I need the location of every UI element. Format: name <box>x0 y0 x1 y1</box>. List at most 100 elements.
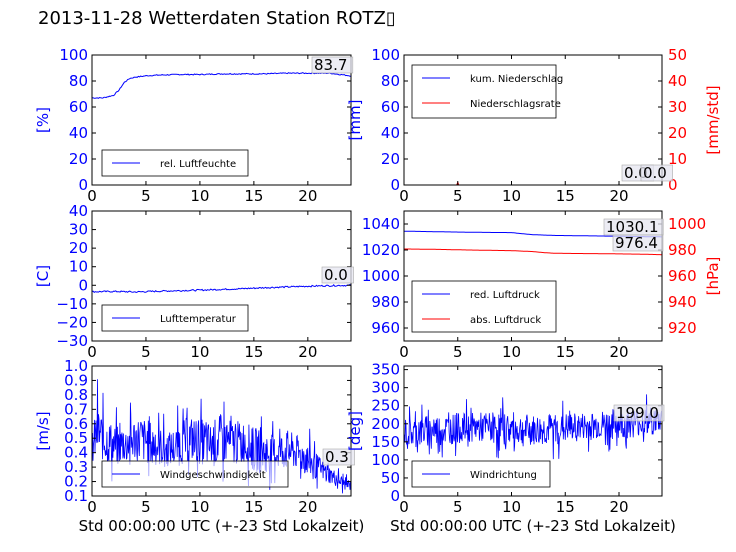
x-tick-label: 5 <box>453 187 463 205</box>
y-tick-label: 250 <box>371 397 400 415</box>
y-tick-label: 1.0 <box>64 357 88 375</box>
y-tick-label: 300 <box>371 379 400 397</box>
chart-humidity: 0 5 10 15 20 0 20 40 60 80 100 [%] rel. Luftfeuchte 8… <box>34 46 354 205</box>
x-tick-label: 15 <box>556 343 575 361</box>
chart-pressure: 0 5 10 15 20 960 980 1000 1020 1040 920 940 960 980 10… <box>362 210 722 361</box>
x-tick-label: 0 <box>399 187 409 205</box>
value-annotation-box <box>612 234 664 252</box>
y-tick-label: −20 <box>56 313 88 331</box>
plot-frame <box>91 54 352 186</box>
legend-entry: red. Luftdruck <box>470 290 540 301</box>
series-line-humidity-0 <box>91 72 351 99</box>
series-line-windspeed-0 <box>91 379 352 494</box>
x-tick-label: 0 <box>399 498 409 516</box>
y-tick-label: 200 <box>371 415 400 433</box>
value-annotation: 199.0 <box>616 404 659 422</box>
y-tick-label: −10 <box>56 295 88 313</box>
x-tick-label: 20 <box>609 187 628 205</box>
x-tick-label: 15 <box>556 187 575 205</box>
y-tick-label-right: 980 <box>668 241 697 259</box>
x-tick-label: 15 <box>244 343 263 361</box>
y-tick-label-right: 50 <box>668 46 687 64</box>
value-annotation: 976.4 <box>615 234 658 252</box>
y-tick-label: 0.7 <box>64 400 88 418</box>
y-tick-label: 80 <box>69 72 88 90</box>
x-tick-label: 5 <box>453 498 463 516</box>
y-tick-label: 0 <box>390 487 400 505</box>
y-axis-label-right: [mm/std] <box>704 85 722 154</box>
y-tick-label: 0.8 <box>64 386 88 404</box>
y-tick-label: 0.4 <box>64 444 88 462</box>
y-tick-label: 1040 <box>362 215 400 233</box>
y-axis-label: [mm] <box>346 100 364 141</box>
x-tick-label: 15 <box>244 498 263 516</box>
y-tick-label: 40 <box>69 202 88 220</box>
value-annotation-box <box>321 266 354 284</box>
y-tick-label: 100 <box>59 46 88 64</box>
x-axis-label: Std 00:00:00 UTC (+-23 Std Lokalzeit) <box>79 517 365 535</box>
value-annotation-box <box>613 404 665 422</box>
y-tick-label: 150 <box>371 433 400 451</box>
y-tick-label: 960 <box>371 319 400 337</box>
y-tick-label: 60 <box>69 98 88 116</box>
y-axis-label: [m/s] <box>34 411 52 450</box>
x-tick-label: 10 <box>190 187 209 205</box>
x-axis-label: Std 00:00:00 UTC (+-23 Std Lokalzeit) <box>390 517 676 535</box>
y-tick-label: 0 <box>78 176 88 194</box>
y-tick-label-right: 40 <box>668 72 687 90</box>
x-tick-label: 20 <box>609 343 628 361</box>
y-tick-label: 0.5 <box>64 429 88 447</box>
y-tick-label-right: 940 <box>668 293 697 311</box>
series-line-temperature-0 <box>91 284 352 294</box>
x-tick-label: 10 <box>502 343 521 361</box>
legend-entry: rel. Luftfeuchte <box>160 159 236 170</box>
legend-box <box>411 64 557 119</box>
x-tick-label: 0 <box>87 498 97 516</box>
y-tick-label: 0.9 <box>64 371 88 389</box>
y-tick-label: 10 <box>69 258 88 276</box>
y-tick-label: 100 <box>371 451 400 469</box>
value-annotation: 0.0 <box>643 164 667 182</box>
y-tick-label-right: 30 <box>668 98 687 116</box>
legend-box <box>411 280 557 333</box>
x-tick-label: 5 <box>453 343 463 361</box>
x-tick-label: 10 <box>190 498 209 516</box>
x-tick-label: 0 <box>87 187 97 205</box>
y-tick-label-right: 10 <box>668 150 687 168</box>
y-tick-label: 40 <box>69 124 88 142</box>
x-tick-label: 5 <box>141 498 151 516</box>
y-tick-label: 0.1 <box>64 487 88 505</box>
y-tick-label: 0 <box>78 276 88 294</box>
legend-entry: Lufttemperatur <box>160 314 237 325</box>
plot-frame <box>403 54 663 186</box>
plot-frame <box>403 365 663 497</box>
y-tick-label: 0.2 <box>64 473 88 491</box>
x-tick-label: 20 <box>298 343 317 361</box>
x-tick-label: 20 <box>298 498 317 516</box>
x-tick-label: 0 <box>87 343 97 361</box>
y-tick-label: 20 <box>69 150 88 168</box>
x-tick-label: 10 <box>190 343 209 361</box>
y-axis-label-right: [hPa] <box>704 257 722 296</box>
y-tick-label: 20 <box>69 239 88 257</box>
x-tick-label: 15 <box>244 187 263 205</box>
legend-entry: kum. Niederschlag <box>470 74 563 85</box>
y-tick-label-right: 960 <box>668 267 697 285</box>
legend-entry: Windgeschwindigkeit <box>160 470 266 481</box>
x-tick-label: 20 <box>298 187 317 205</box>
value-annotation-box <box>322 448 355 466</box>
value-annotation: 0.0 <box>324 266 348 284</box>
y-tick-label-right: 0 <box>668 176 678 194</box>
x-tick-label: 15 <box>556 498 575 516</box>
legend-entry: Windrichtung <box>470 470 537 481</box>
page-title: 2013-11-28 Wetterdaten Station ROTZ▯ <box>38 8 396 29</box>
y-tick-label-right: 20 <box>668 124 687 142</box>
x-tick-label: 0 <box>399 343 409 361</box>
x-tick-label: 5 <box>141 343 151 361</box>
y-tick-label: 350 <box>371 361 400 379</box>
y-tick-label: 0.3 <box>64 458 88 476</box>
y-axis-label: [deg] <box>346 411 364 451</box>
y-tick-label: 0 <box>390 176 400 194</box>
